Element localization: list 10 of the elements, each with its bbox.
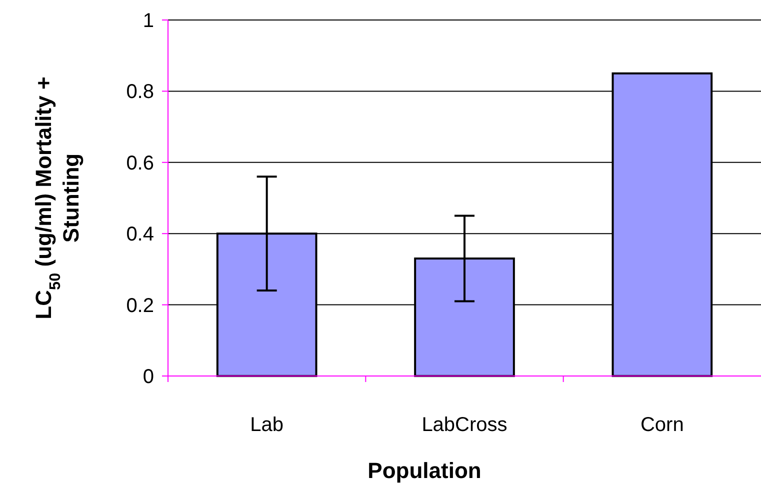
y-tick-label: 0 bbox=[142, 366, 154, 388]
x-tick-label: LabCross bbox=[422, 414, 508, 436]
x-axis-title: Population bbox=[368, 458, 482, 483]
y-tick-label: 0.8 bbox=[126, 81, 154, 104]
y-tick-label: 0.2 bbox=[126, 294, 154, 317]
y-tick-label: 0.6 bbox=[126, 152, 154, 174]
y-tick-label: 0.4 bbox=[126, 224, 154, 246]
y-tick-label: 1 bbox=[142, 10, 154, 32]
x-tick-label: Lab bbox=[250, 414, 284, 436]
x-tick-label: Corn bbox=[640, 414, 684, 436]
